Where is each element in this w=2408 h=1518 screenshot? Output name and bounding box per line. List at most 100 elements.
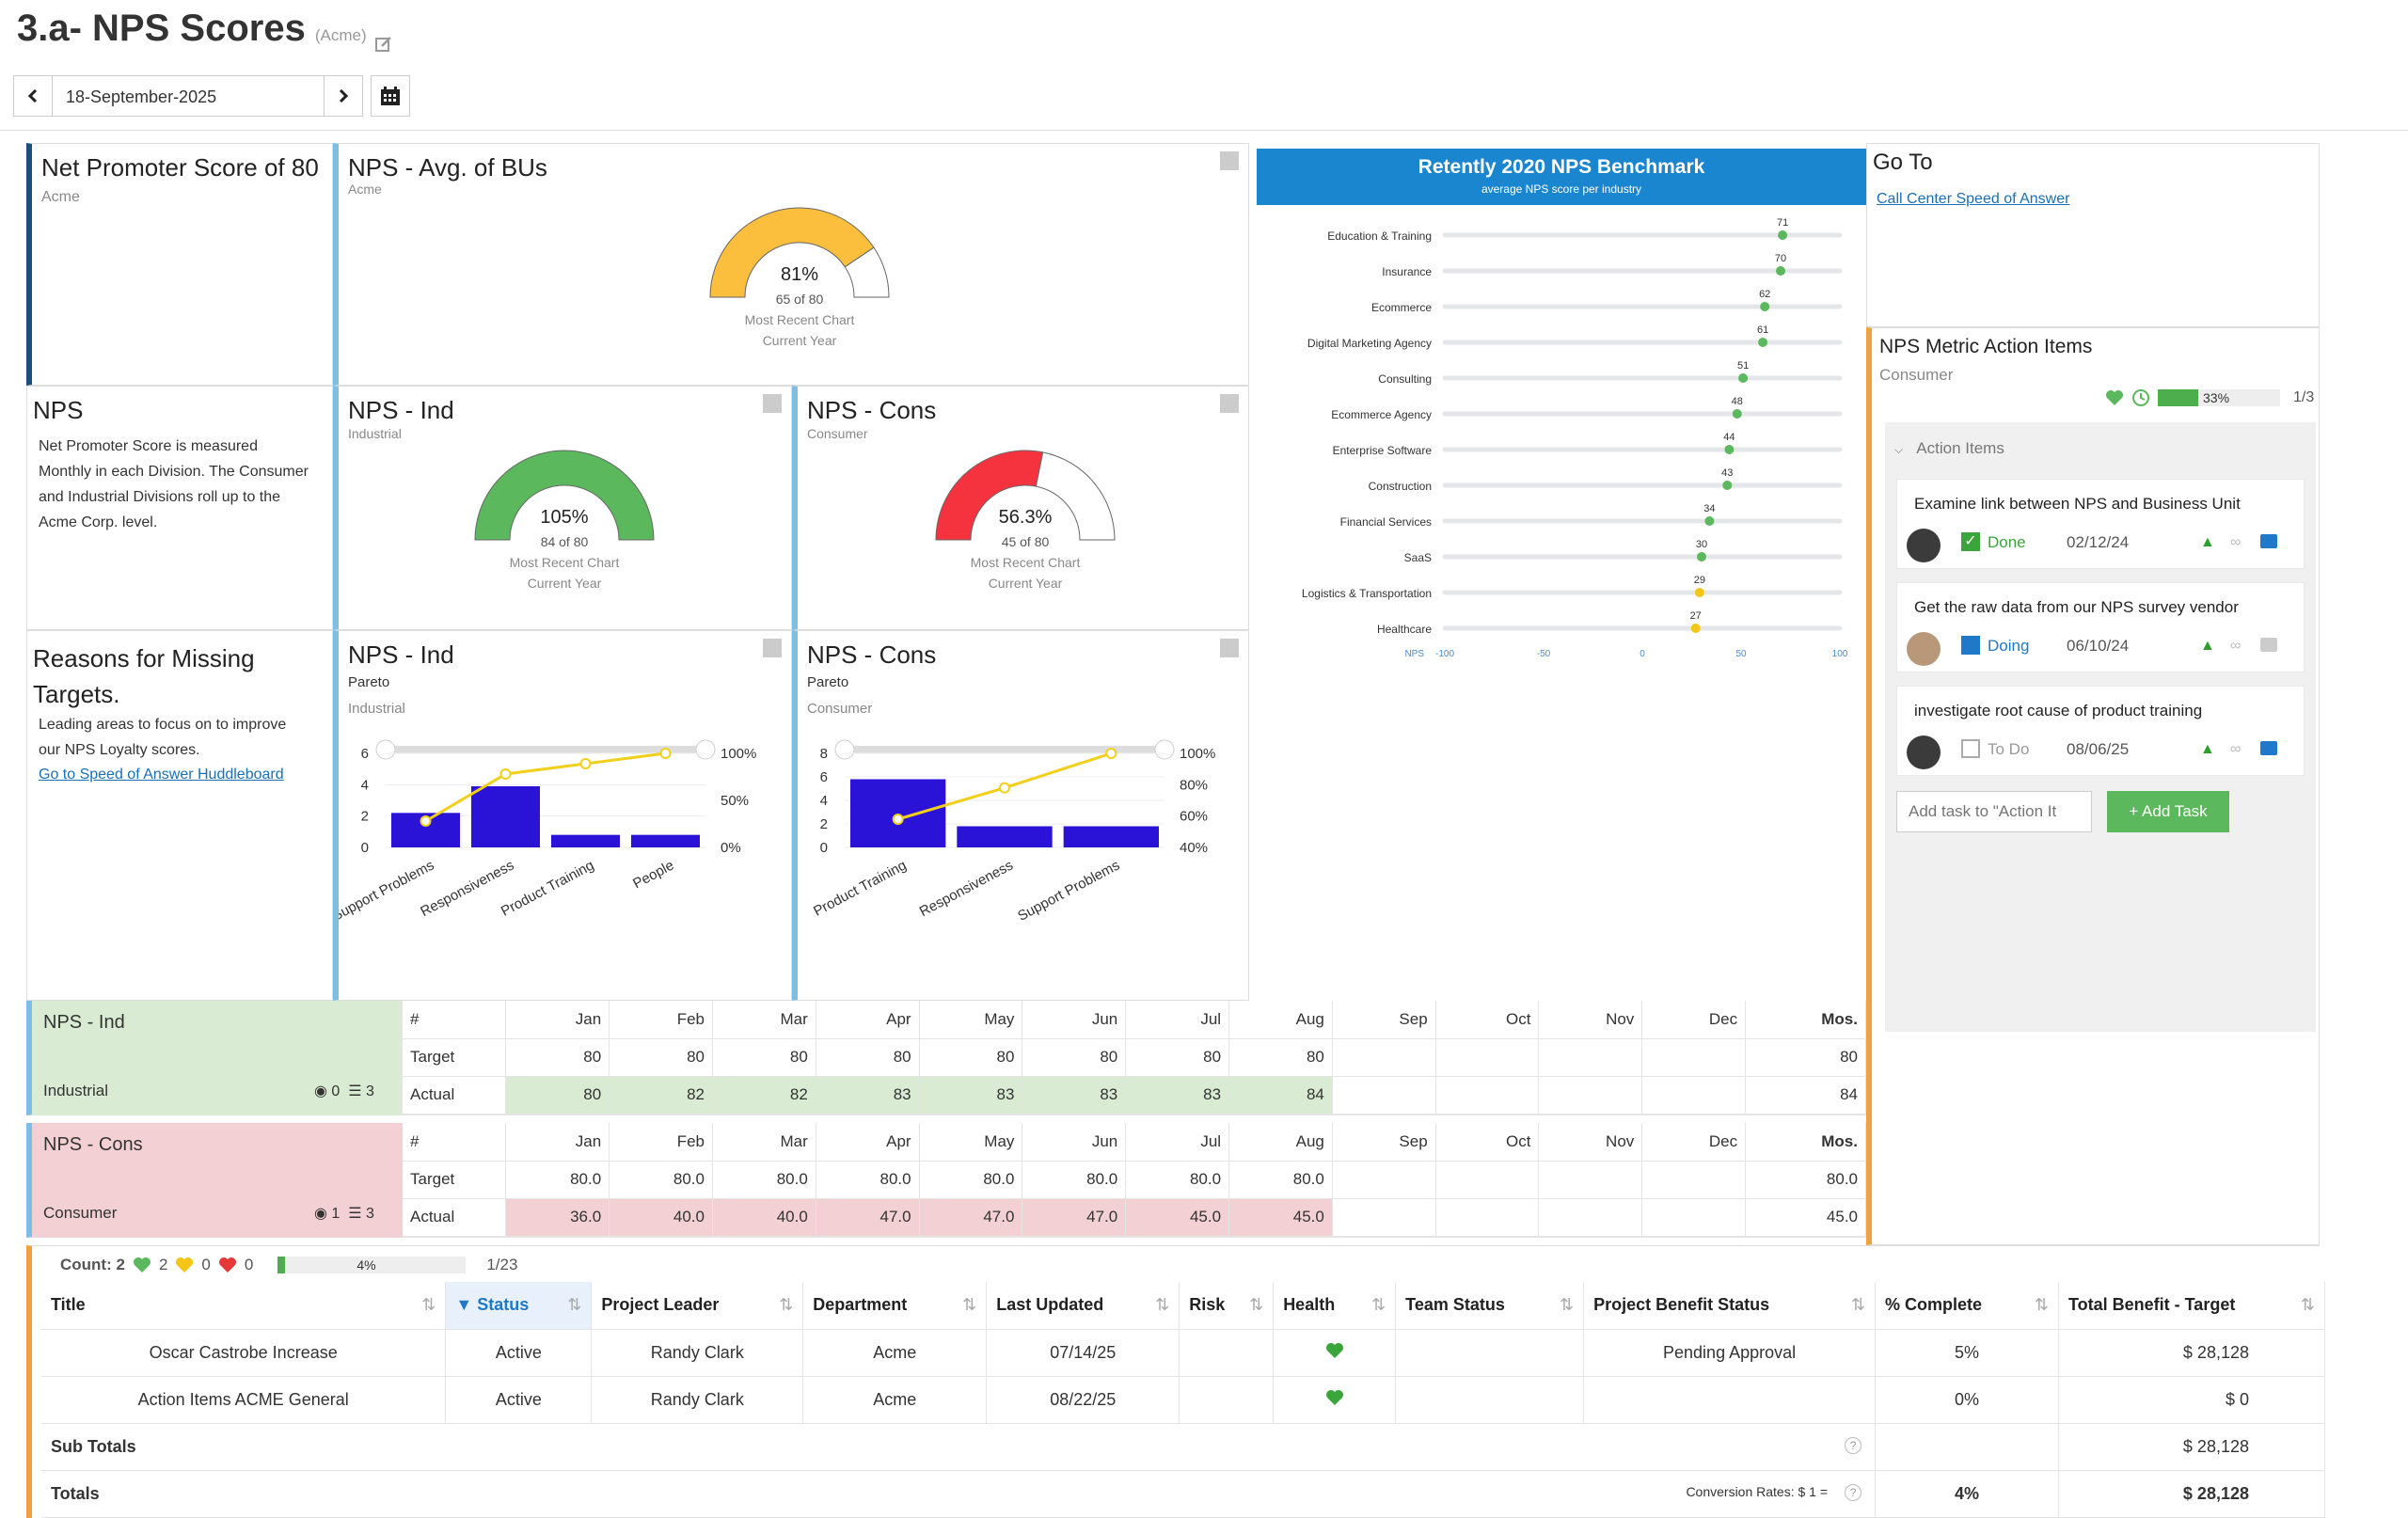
action-item[interactable]: Get the raw data from our NPS survey ven… [1896,582,2305,672]
column-header[interactable]: Department ⇅ [802,1282,988,1330]
table-row[interactable]: Oscar Castrobe Increase Active Randy Clark… [41,1329,2326,1377]
add-task-input[interactable] [1896,791,2092,832]
ind-table: # Jan Feb Mar Apr May Jun Jul Aug Sep Oct Nov Dec Mos… [403,1001,1866,1115]
action-section-toggle[interactable]: ⌵ Action Items [1894,439,2004,457]
sort-icon[interactable]: ⇅ [962,1295,977,1315]
sort-icon[interactable]: ⇅ [779,1295,794,1315]
action-item[interactable]: investigate root cause of product traini… [1896,686,2305,776]
action-item[interactable]: Examine link between NPS and Business Un… [1896,479,2305,569]
card-title: NPS - Cons [807,640,937,669]
comment-icon[interactable] [2260,534,2277,548]
sort-icon[interactable]: ⇅ [421,1295,436,1315]
huddleboard-link[interactable]: Go to Speed of Answer Huddleboard [39,767,284,783]
checkbox-empty-icon[interactable] [1961,739,1980,758]
column-header[interactable]: % Complete ⇅ [1875,1282,2059,1330]
range-handle-right[interactable] [1154,739,1175,760]
actual-cell: 83 [1022,1076,1127,1115]
gauge-icon: ◉ [314,1083,327,1099]
benchmark-value: 48 [1732,396,1743,407]
filter-icon[interactable]: ▼ [455,1295,478,1315]
select-checkbox[interactable] [1220,394,1239,413]
help-icon[interactable]: ? [1845,1483,1862,1501]
column-header[interactable]: ▼ Status ⇅ [445,1282,593,1330]
column-header[interactable]: Team Status ⇅ [1395,1282,1585,1330]
paperclip-icon[interactable]: ∞ [2230,534,2242,550]
x-tick: People [630,858,676,893]
calendar-button[interactable] [371,75,410,117]
sort-icon[interactable]: ⇅ [1560,1295,1575,1315]
x-tick: Support Problems [1015,858,1122,925]
table-row[interactable]: Action Items ACME General Active Randy Cla… [41,1376,2326,1424]
next-date-button[interactable] [324,75,363,117]
sort-icon[interactable]: ⇅ [1155,1295,1170,1315]
table-cell: Acme [802,1376,988,1424]
sort-icon[interactable]: ⇅ [1850,1295,1866,1315]
edit-icon[interactable] [374,21,393,53]
target-cell: 80 [1125,1038,1230,1077]
add-task-button[interactable]: + Add Task [2107,791,2229,832]
column-header[interactable]: Health ⇅ [1273,1282,1397,1330]
month-header: Nov [1538,1123,1643,1162]
range-handle-right[interactable] [695,739,716,760]
gauge-l1: Most Recent Chart [509,555,620,570]
date-navigator: 18-September-2025 [13,75,410,117]
target-cell: 80 [919,1038,1023,1077]
paperclip-icon[interactable]: ∞ [2230,741,2242,757]
column-header[interactable]: Project Leader ⇅ [591,1282,804,1330]
month-header: Nov [1538,1001,1643,1039]
column-header[interactable]: Project Benefit Status ⇅ [1583,1282,1877,1330]
status-square-icon[interactable] [1961,636,1980,655]
actual-cell [1538,1198,1643,1237]
y-tick: 6 [820,769,828,785]
help-icon[interactable]: ? [1845,1436,1862,1454]
benchmark-value: 70 [1775,253,1786,264]
target-cell: 80 [816,1038,920,1077]
range-handle-left[interactable] [375,739,396,760]
benchmark-value: 44 [1723,432,1735,443]
sort-icon[interactable]: ⇅ [2034,1295,2049,1315]
actual-cell: 47.0 [919,1198,1023,1237]
y-tick: 4 [361,777,369,793]
actual-cell: 36.0 [505,1198,610,1237]
gauge-of: 65 of 80 [775,292,824,307]
comment-icon[interactable] [2260,638,2277,652]
prev-date-button[interactable] [13,75,53,117]
paperclip-icon[interactable]: ∞ [2230,638,2242,654]
column-header[interactable]: Risk ⇅ [1179,1282,1275,1330]
header-row: # Jan Feb Mar Apr May Jun Jul Aug Sep Oct Nov Dec Mos… [403,1001,1866,1039]
sort-icon[interactable]: ⇅ [1249,1295,1264,1315]
column-header[interactable]: Last Updated ⇅ [986,1282,1180,1330]
ind-table-label: NPS - Ind Industrial ◉ 0 ☰ 3 [32,1001,403,1115]
sort-icon[interactable]: ⇅ [2300,1295,2315,1315]
benchmark-value: 27 [1690,610,1702,622]
select-checkbox[interactable] [763,394,782,413]
heart-red-icon [218,1257,236,1273]
target-row: Target 80 80 80 80 80 80 80 80 80 [403,1038,1866,1077]
y2-tick: 40% [1180,840,1208,856]
select-checkbox[interactable] [1220,151,1239,170]
benchmark-category: Insurance [1382,265,1432,278]
month-header: Feb [609,1001,713,1039]
comment-icon[interactable] [2260,741,2277,755]
actual-cell [1332,1198,1436,1237]
actual-cell: 47.0 [1022,1198,1127,1237]
benchmark-title: Retently 2020 NPS Benchmark [1418,156,1705,178]
actual-cell [1641,1198,1747,1237]
target-cell [1332,1161,1436,1199]
column-header[interactable]: Title ⇅ [41,1282,447,1330]
projects-block: Count: 2 2 0 0 4% 1/23 Title ⇅ ▼ Status ⇅ Pr… [26,1245,2326,1518]
column-header[interactable]: Total Benefit - Target ⇅ [2058,1282,2326,1330]
checkbox-checked-icon[interactable]: ✓ [1961,532,1980,551]
select-checkbox[interactable] [1220,639,1239,657]
date-field[interactable]: 18-September-2025 [53,75,324,117]
subtotals-row: Sub Totals? $ 28,128 [41,1423,2326,1471]
benchmark-category: Enterprise Software [1333,444,1433,457]
month-header: Jun [1022,1001,1127,1039]
range-handle-left[interactable] [834,739,855,760]
goto-link[interactable]: Call Center Speed of Answer [1877,191,2070,207]
action-title: NPS Metric Action Items [1879,336,2093,357]
select-checkbox[interactable] [763,639,782,657]
target-cell: 80.0 [919,1161,1023,1199]
sort-icon[interactable]: ⇅ [567,1295,582,1315]
sort-icon[interactable]: ⇅ [1371,1295,1386,1315]
